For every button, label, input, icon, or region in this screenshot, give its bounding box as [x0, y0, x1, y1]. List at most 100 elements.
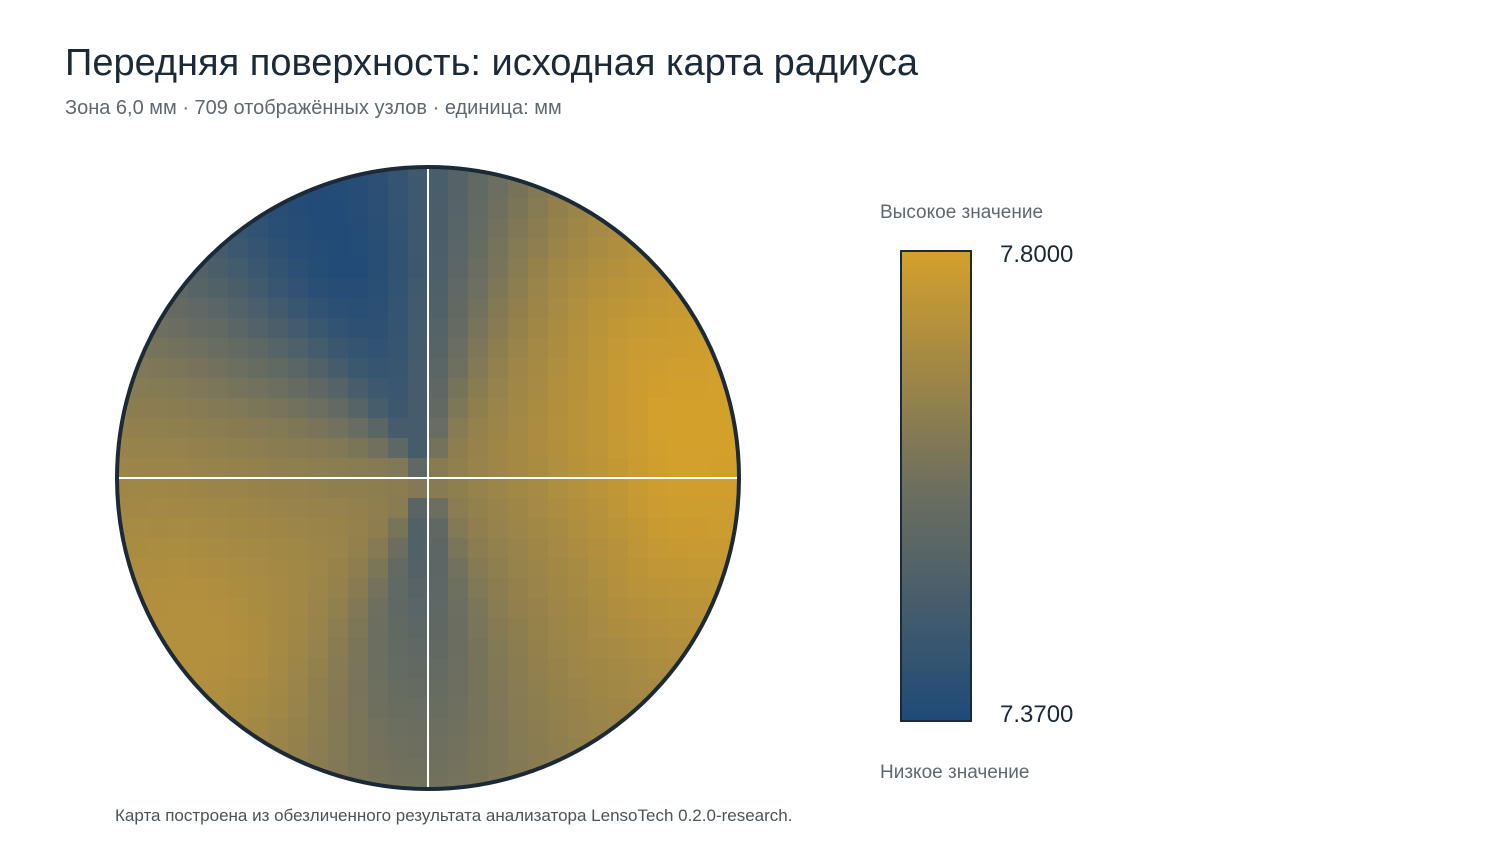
map-cell [568, 578, 589, 599]
map-cell [448, 238, 469, 259]
map-cell [168, 358, 189, 379]
map-cell [548, 318, 569, 339]
map-cell [488, 258, 509, 279]
map-cell [368, 738, 389, 759]
map-cell [448, 418, 469, 439]
map-cell [348, 678, 369, 699]
map-cell [388, 438, 409, 459]
map-cell [368, 258, 389, 279]
map-cell [368, 618, 389, 639]
map-cell [688, 478, 709, 499]
map-cell [528, 358, 549, 379]
map-cell [648, 378, 669, 399]
map-cell [588, 238, 609, 259]
map-cell [508, 658, 529, 679]
map-cell [568, 598, 589, 619]
map-cell [528, 618, 549, 639]
map-cell [328, 218, 349, 239]
map-cell [428, 418, 449, 439]
map-cell [308, 318, 329, 339]
map-cell [328, 278, 349, 299]
map-cell [348, 518, 369, 539]
map-cell [588, 658, 609, 679]
map-cell [348, 698, 369, 719]
map-cell [388, 538, 409, 559]
map-cell [268, 598, 289, 619]
map-cell [548, 278, 569, 299]
map-cell [348, 238, 369, 259]
footnote: Карта построена из обезличенного результ… [115, 806, 793, 825]
map-cell [468, 778, 489, 789]
map-cell [448, 258, 469, 279]
map-cell [228, 618, 249, 639]
map-cell [448, 658, 469, 679]
map-cell [248, 538, 269, 559]
map-cell [308, 258, 329, 279]
map-cell [568, 538, 589, 559]
map-cell [588, 538, 609, 559]
map-cell [548, 738, 569, 759]
map-cell [168, 418, 189, 439]
map-cell [568, 678, 589, 699]
map-cell [688, 558, 709, 579]
map-cell [288, 538, 309, 559]
map-cell [548, 398, 569, 419]
map-cell [248, 318, 269, 339]
map-cell [528, 558, 549, 579]
map-cell [488, 278, 509, 299]
map-cell [268, 538, 289, 559]
map-cell [328, 198, 349, 219]
map-cell [248, 458, 269, 479]
map-cell [388, 218, 409, 239]
map-cell [608, 358, 629, 379]
map-cell [548, 518, 569, 539]
map-cell [268, 258, 289, 279]
map-cell [117, 498, 129, 519]
map-cell [128, 458, 149, 479]
map-cell [428, 398, 449, 419]
map-cell [388, 698, 409, 719]
map-cell [388, 718, 409, 739]
map-cell [488, 398, 509, 419]
map-cell [368, 198, 389, 219]
map-cell [408, 398, 429, 419]
map-cell [308, 358, 329, 379]
map-cell [568, 238, 589, 259]
map-cell [508, 498, 529, 519]
map-cell [188, 318, 209, 339]
map-cell [328, 298, 349, 319]
map-cell [608, 518, 629, 539]
map-cell [188, 658, 209, 679]
map-cell [208, 298, 229, 319]
map-cell [308, 538, 329, 559]
map-cell [388, 238, 409, 259]
map-cell [288, 658, 309, 679]
map-cell [548, 338, 569, 359]
legend-max-value: 7.8000 [1000, 241, 1074, 268]
map-cell [388, 278, 409, 299]
map-cell [548, 298, 569, 319]
map-cell [228, 398, 249, 419]
map-cell [668, 538, 689, 559]
map-cell [448, 167, 469, 179]
map-cell [468, 498, 489, 519]
map-cell [228, 558, 249, 579]
map-cell [348, 578, 369, 599]
map-cell [568, 618, 589, 639]
map-cell [168, 458, 189, 479]
map-cell [628, 298, 649, 319]
map-cell [568, 278, 589, 299]
map-cell [408, 198, 429, 219]
map-cell [208, 358, 229, 379]
map-cell [388, 478, 409, 499]
map-cell [308, 238, 329, 259]
map-cell [648, 338, 669, 359]
map-cell [328, 518, 349, 539]
map-cell [428, 318, 449, 339]
map-cell [408, 658, 429, 679]
map-cell [148, 518, 169, 539]
map-cell [388, 498, 409, 519]
map-cell [468, 698, 489, 719]
map-cell [368, 678, 389, 699]
map-cell [488, 218, 509, 239]
